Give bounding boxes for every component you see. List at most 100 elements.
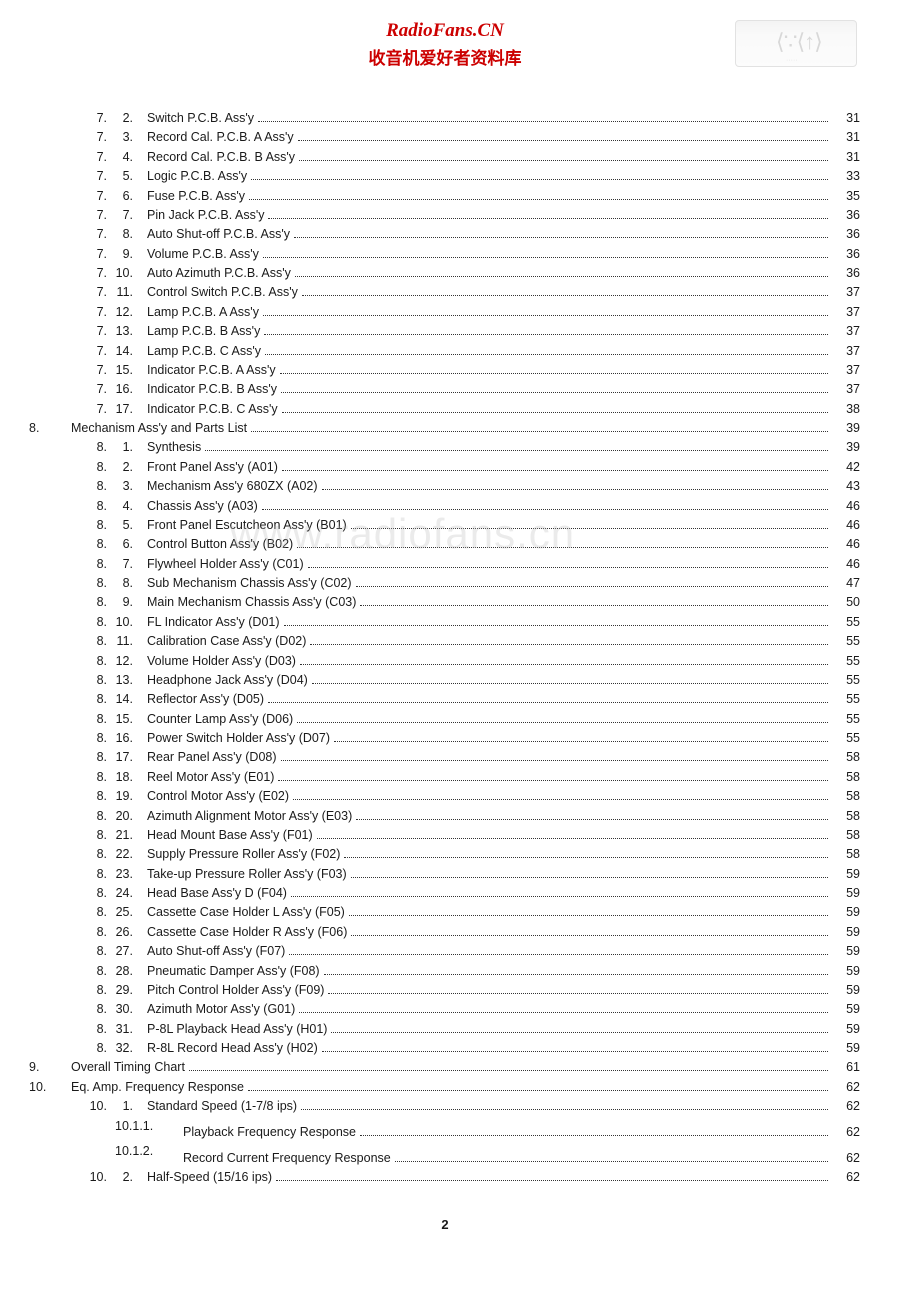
toc-number: 8.7. — [85, 555, 147, 574]
toc-dot-leader — [349, 915, 828, 916]
toc-row: 7.3.Record Cal. P.C.B. A Ass'y31 — [85, 128, 860, 147]
toc-dot-leader — [328, 993, 828, 994]
toc-number: 8.11. — [85, 632, 147, 651]
toc-dot-leader — [278, 780, 828, 781]
toc-title: Lamp P.C.B. B Ass'y — [147, 322, 260, 341]
toc-dot-leader — [331, 1032, 828, 1033]
toc-dot-leader — [189, 1070, 828, 1071]
toc-number: 8.21. — [85, 826, 147, 845]
toc-title: Reflector Ass'y (D05) — [147, 690, 264, 709]
toc-number: 7.13. — [85, 322, 147, 341]
toc-title: Chassis Ass'y (A03) — [147, 497, 258, 516]
toc-number: 7.16. — [85, 380, 147, 399]
toc-dot-leader — [312, 683, 828, 684]
toc-number: 8.22. — [85, 845, 147, 864]
toc-page: 31 — [832, 128, 860, 147]
toc-row: 8.30.Azimuth Motor Ass'y (G01)59 — [85, 1000, 860, 1019]
toc-row: 7.12.Lamp P.C.B. A Ass'y37 — [85, 303, 860, 322]
toc-dot-leader — [360, 605, 828, 606]
toc-row: 8.23.Take-up Pressure Roller Ass'y (F03)… — [85, 865, 860, 884]
toc-page: 59 — [832, 981, 860, 1000]
toc-row: 7.16.Indicator P.C.B. B Ass'y37 — [85, 380, 860, 399]
toc-number: 7.10. — [85, 264, 147, 283]
toc-row: 7.5.Logic P.C.B. Ass'y33 — [85, 167, 860, 186]
toc-page: 59 — [832, 1039, 860, 1058]
toc-row: 8.27.Auto Shut-off Ass'y (F07)59 — [85, 942, 860, 961]
toc-title: Pin Jack P.C.B. Ass'y — [147, 206, 264, 225]
toc-dot-leader — [268, 702, 828, 703]
toc-number: 8.32. — [85, 1039, 147, 1058]
toc-row: 8.7.Flywheel Holder Ass'y (C01)46 — [85, 555, 860, 574]
toc-page: 36 — [832, 225, 860, 244]
toc-number: 8.10. — [85, 613, 147, 632]
toc-row: 8.18.Reel Motor Ass'y (E01)58 — [85, 768, 860, 787]
toc-number: 8.23. — [85, 865, 147, 884]
toc-row: 7.4.Record Cal. P.C.B. B Ass'y31 — [85, 148, 860, 167]
toc-page: 58 — [832, 748, 860, 767]
toc-row: 8.3.Mechanism Ass'y 680ZX (A02)43 — [85, 477, 860, 496]
toc-title: Volume P.C.B. Ass'y — [147, 245, 259, 264]
toc-page: 33 — [832, 167, 860, 186]
toc-number: 8. — [57, 419, 71, 438]
toc-dot-leader — [344, 857, 828, 858]
page-container: RadioFans.CN 收音机爱好者资料库 ⟨∵⟨↑⟩ ····· www.r… — [0, 0, 920, 1313]
toc-row: 7.7.Pin Jack P.C.B. Ass'y36 — [85, 206, 860, 225]
toc-title: Sub Mechanism Chassis Ass'y (C02) — [147, 574, 352, 593]
toc-page: 38 — [832, 400, 860, 419]
toc-row: 7.11.Control Switch P.C.B. Ass'y37 — [85, 283, 860, 302]
toc-row: 8.21.Head Mount Base Ass'y (F01)58 — [85, 826, 860, 845]
toc-page: 59 — [832, 865, 860, 884]
toc-number: 7.7. — [85, 206, 147, 225]
toc-number: 8.24. — [85, 884, 147, 903]
toc-page: 59 — [832, 942, 860, 961]
toc-number: 7.14. — [85, 342, 147, 361]
toc-number: 8.28. — [85, 962, 147, 981]
toc-page: 58 — [832, 845, 860, 864]
toc-row: 8.11.Calibration Case Ass'y (D02)55 — [85, 632, 860, 651]
toc-number: 7.12. — [85, 303, 147, 322]
toc-title: Pitch Control Holder Ass'y (F09) — [147, 981, 324, 1000]
toc-page: 59 — [832, 1020, 860, 1039]
toc-title: Indicator P.C.B. A Ass'y — [147, 361, 276, 380]
toc-dot-leader — [293, 799, 828, 800]
toc-title: Auto Shut-off Ass'y (F07) — [147, 942, 285, 961]
toc-row: 7.10.Auto Azimuth P.C.B. Ass'y36 — [85, 264, 860, 283]
toc-row: 7.13.Lamp P.C.B. B Ass'y37 — [85, 322, 860, 341]
toc-number: 7.9. — [85, 245, 147, 264]
toc-page: 37 — [832, 283, 860, 302]
toc-page: 55 — [832, 613, 860, 632]
toc-title: Fuse P.C.B. Ass'y — [147, 187, 245, 206]
toc-page: 46 — [832, 555, 860, 574]
toc-dot-leader — [360, 1135, 828, 1136]
toc-title: Half-Speed (15/16 ips) — [147, 1168, 272, 1187]
toc-page: 62 — [832, 1078, 860, 1097]
toc-row: 8.19.Control Motor Ass'y (E02)58 — [85, 787, 860, 806]
toc-dot-leader — [356, 819, 828, 820]
toc-page: 37 — [832, 361, 860, 380]
toc-dot-leader — [205, 450, 828, 451]
toc-row: 9.Overall Timing Chart61 — [85, 1058, 860, 1077]
toc-row: 10.2.Half-Speed (15/16 ips)62 — [85, 1168, 860, 1187]
toc-number: 8.17. — [85, 748, 147, 767]
toc-page: 31 — [832, 109, 860, 128]
toc-dot-leader — [295, 276, 828, 277]
toc-dot-leader — [351, 877, 828, 878]
toc-title: Indicator P.C.B. C Ass'y — [147, 400, 278, 419]
toc-number: 8.5. — [85, 516, 147, 535]
page-number: 2 — [30, 1217, 860, 1232]
toc-number: 7.11. — [85, 283, 147, 302]
toc-title: Record Cal. P.C.B. B Ass'y — [147, 148, 295, 167]
toc-dot-leader — [351, 935, 828, 936]
toc-title: Volume Holder Ass'y (D03) — [147, 652, 296, 671]
toc-page: 61 — [832, 1058, 860, 1077]
toc-number: 8.4. — [85, 497, 147, 516]
toc-dot-leader — [282, 412, 828, 413]
toc-row: 7.14.Lamp P.C.B. C Ass'y37 — [85, 342, 860, 361]
toc-row: 8.22.Supply Pressure Roller Ass'y (F02)5… — [85, 845, 860, 864]
toc-title: Headphone Jack Ass'y (D04) — [147, 671, 308, 690]
toc-row: 8.6.Control Button Ass'y (B02)46 — [85, 535, 860, 554]
toc-dot-leader — [299, 1012, 828, 1013]
toc-dot-leader — [268, 218, 828, 219]
toc-title: Main Mechanism Chassis Ass'y (C03) — [147, 593, 356, 612]
toc-title: Counter Lamp Ass'y (D06) — [147, 710, 293, 729]
